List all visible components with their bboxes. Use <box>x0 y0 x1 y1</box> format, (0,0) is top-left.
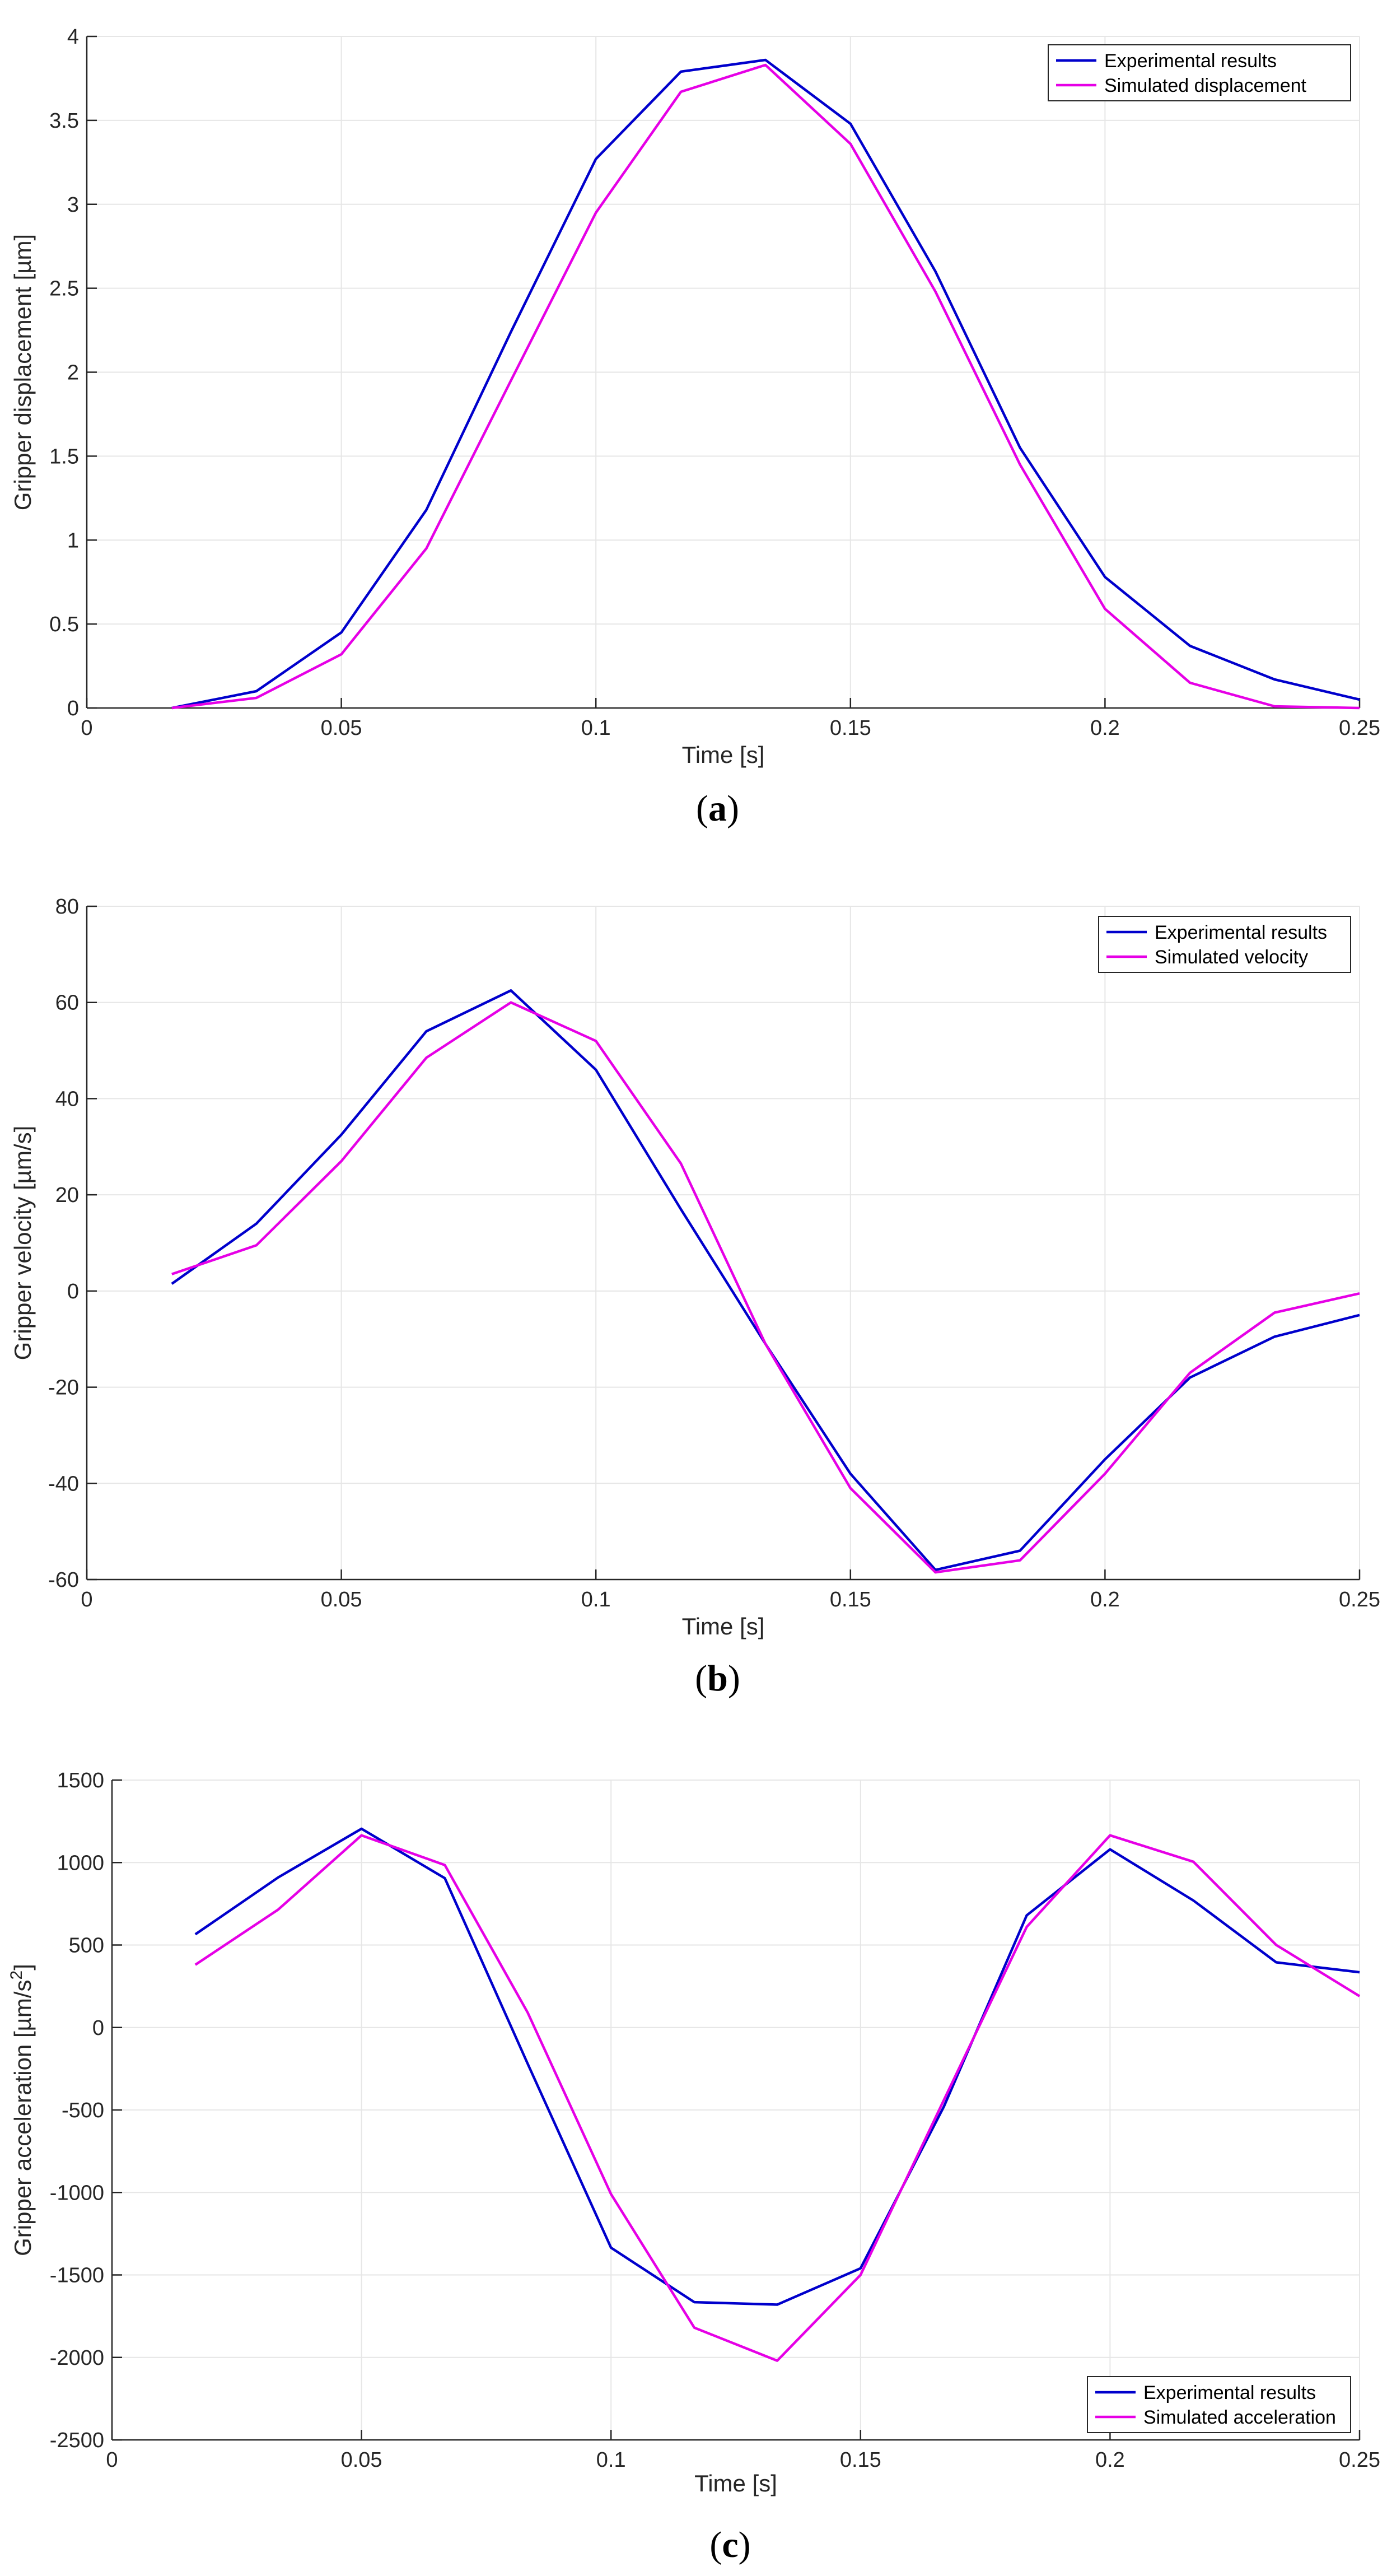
series-line-simulated <box>194 1834 1361 2362</box>
y-tick-label: 40 <box>55 1087 79 1111</box>
x-tick-label: 0 <box>106 2448 118 2472</box>
x-tick-label: 0.2 <box>1090 716 1120 740</box>
legend: Experimental results Simulated velocity <box>1098 916 1351 973</box>
y-tick-label: 0 <box>92 2016 104 2040</box>
x-tick-label: 0.2 <box>1095 2448 1125 2472</box>
x-tick-label: 0.25 <box>1339 716 1380 740</box>
legend-label: Experimental results <box>1104 50 1277 72</box>
y-axis-title: Gripper acceleration [µm/s2] <box>7 1964 36 2256</box>
legend: Experimental results Simulated displaceme… <box>1048 44 1351 101</box>
y-tick-label: 3.5 <box>49 109 79 133</box>
series-line-simulated <box>171 63 1360 710</box>
x-tick-label: 0 <box>81 1588 92 1611</box>
y-tick-label: 80 <box>55 895 79 919</box>
y-tick-label: 0 <box>67 1280 79 1303</box>
y-axis-title: Gripper displacement [µm] <box>10 234 36 510</box>
x-tick-label: 0.15 <box>840 2448 881 2472</box>
panel-caption: (c) <box>709 2524 750 2565</box>
x-tick-label: 0.05 <box>321 716 362 740</box>
y-tick-label: 3 <box>67 193 79 217</box>
chart-3: 0 0.05 0.1 0.15 0.2 0.25 -2500 -2000 -1500 -1000 -… <box>7 1769 1380 2565</box>
y-tick-label: 500 <box>69 1934 104 1958</box>
legend-label: Experimental results <box>1143 2382 1316 2403</box>
legend-box <box>1098 916 1351 973</box>
x-tick-label: 0.15 <box>830 1588 871 1611</box>
series-line-simulated <box>171 1001 1360 1574</box>
x-tick-label: 0.2 <box>1090 1588 1120 1611</box>
y-tick-label: 4 <box>67 25 79 49</box>
y-tick-label: 20 <box>55 1184 79 1207</box>
x-axis-title: Time [s] <box>682 1613 765 1639</box>
legend-label: Simulated acceleration <box>1143 2407 1336 2428</box>
legend-label: Simulated velocity <box>1155 947 1308 968</box>
legend: Experimental results Simulated accelerati… <box>1087 2376 1351 2433</box>
y-axis-title: Gripper velocity [µm/s] <box>10 1126 36 1361</box>
panel-caption: (a) <box>696 788 739 829</box>
y-tick-label: -60 <box>48 1568 79 1592</box>
x-tick-label: 0.05 <box>321 1588 362 1611</box>
y-tick-label: 0 <box>67 697 79 720</box>
x-tick-label: 0.1 <box>596 2448 626 2472</box>
y-tick-label: 2.5 <box>49 277 79 301</box>
y-tick-label: 1500 <box>57 1769 104 1792</box>
y-tick-label: -500 <box>62 2099 104 2122</box>
legend-label: Experimental results <box>1155 922 1327 943</box>
chart-2: 0 0.05 0.1 0.15 0.2 0.25 -60 -40 -20 0 20 40 60 80 Tim… <box>10 895 1380 1699</box>
y-tick-label: -20 <box>48 1376 79 1400</box>
x-axis-title: Time [s] <box>682 742 765 768</box>
y-tick-label: -2500 <box>50 2429 104 2452</box>
panel-caption: (b) <box>695 1658 740 1699</box>
y-tick-label: -2000 <box>50 2346 104 2370</box>
x-tick-label: 0.25 <box>1339 2448 1380 2472</box>
x-tick-label: 0.05 <box>341 2448 382 2472</box>
y-tick-label: -1500 <box>50 2264 104 2288</box>
y-tick-label: 1000 <box>57 1851 104 1875</box>
series-line-experimental <box>171 58 1360 710</box>
y-tick-label: 60 <box>55 991 79 1015</box>
legend-box <box>1087 2376 1351 2433</box>
y-tick-label: 2 <box>67 361 79 385</box>
y-tick-label: 1 <box>67 529 79 552</box>
legend-box <box>1048 44 1351 101</box>
y-tick-label: 0.5 <box>49 613 79 636</box>
chart-1: 0 0.05 0.1 0.15 0.2 0.25 0 0.5 1 1.5 2 2.5 3 3.5 4 Time… <box>10 25 1380 829</box>
x-tick-label: 0.1 <box>581 716 611 740</box>
legend-label: Simulated displacement <box>1104 75 1307 96</box>
y-tick-label: 1.5 <box>49 445 79 468</box>
y-tick-label: -40 <box>48 1472 79 1496</box>
x-tick-label: 0 <box>81 716 92 740</box>
x-tick-label: 0.1 <box>581 1588 611 1611</box>
x-axis-title: Time [s] <box>694 2470 777 2496</box>
y-tick-label: -1000 <box>50 2181 104 2205</box>
x-tick-label: 0.25 <box>1339 1588 1380 1611</box>
plot-area <box>87 906 1360 1580</box>
x-tick-label: 0.15 <box>830 716 871 740</box>
